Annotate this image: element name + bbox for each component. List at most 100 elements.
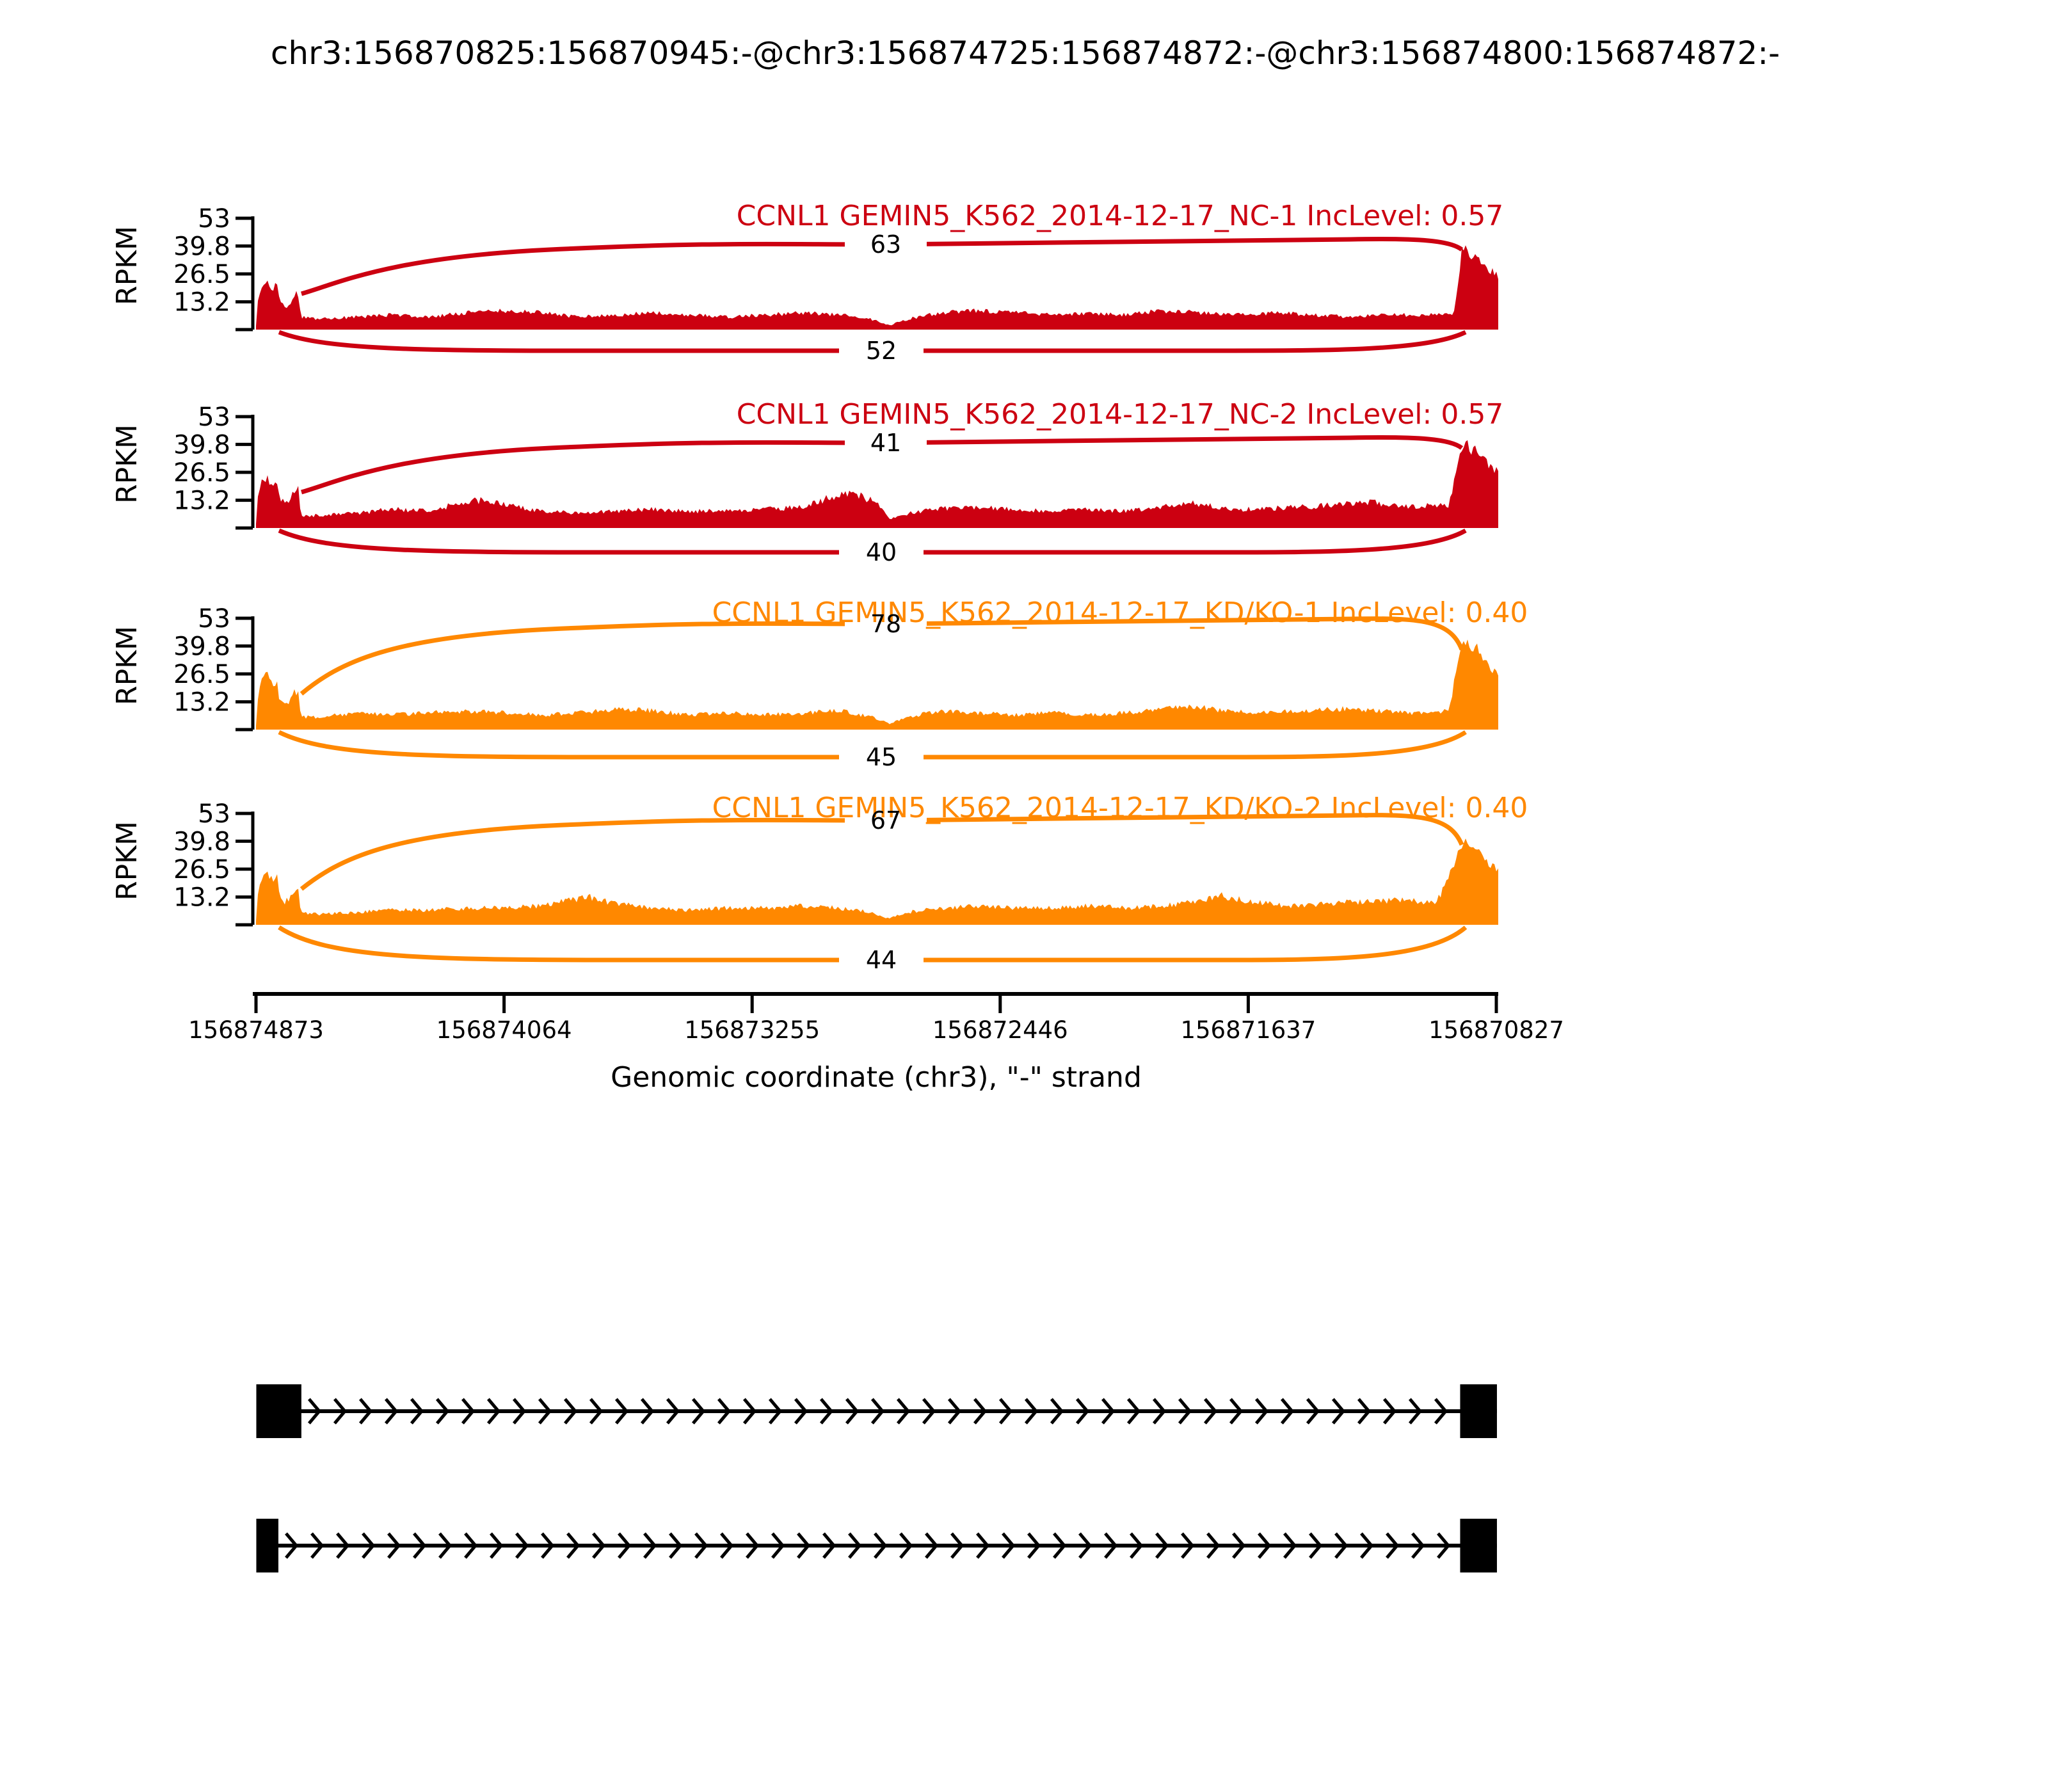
strand-arrow-icon xyxy=(950,1532,964,1559)
junction-count-bottom-kdko-2: 44 xyxy=(866,946,897,974)
strand-arrow-icon xyxy=(720,1532,734,1559)
y-axis-title: RPKM xyxy=(111,821,143,900)
strand-arrow-icon xyxy=(438,1532,452,1559)
strand-arrow-icon xyxy=(998,1398,1013,1425)
strand-arrow-icon xyxy=(1203,1398,1218,1425)
strand-arrow-icon xyxy=(1155,1532,1169,1559)
skipping-junction-arc xyxy=(278,730,1467,760)
y-tick-label: 13.2 xyxy=(173,288,230,317)
strand-arrow-icon xyxy=(1078,1532,1092,1559)
y-tick-label: 26.5 xyxy=(173,260,230,289)
strand-arrow-icon xyxy=(566,1532,580,1559)
coverage-area-nc-1 xyxy=(256,245,1498,330)
strand-arrow-icon xyxy=(538,1398,552,1425)
y-tick-label: 39.8 xyxy=(173,430,230,460)
strand-arrow-icon xyxy=(694,1532,708,1559)
strand-arrow-icon xyxy=(643,1532,657,1559)
strand-arrow-icon xyxy=(1024,1398,1039,1425)
junction-count-bottom-kdko-1: 45 xyxy=(866,743,897,771)
strand-arrow-icon xyxy=(1181,1532,1195,1559)
strand-arrow-icon xyxy=(1306,1398,1320,1425)
strand-arrow-icon xyxy=(973,1398,988,1425)
strand-arrow-icon xyxy=(563,1398,578,1425)
figure-title: chr3:156870825:156870945:-@chr3:15687472… xyxy=(271,35,1780,72)
plot-graphics: 13.226.539.853RPKM13.226.539.853RPKM13.2… xyxy=(111,204,1564,1572)
strand-arrow-icon xyxy=(1152,1398,1167,1425)
strand-arrow-icon xyxy=(1382,1398,1397,1425)
exon-box-1-1 xyxy=(256,1384,301,1438)
y-tick-label: 53 xyxy=(198,204,230,234)
y-axis-title: RPKM xyxy=(111,626,143,705)
strand-arrow-icon xyxy=(1309,1532,1323,1559)
y-tick-label: 53 xyxy=(198,403,230,432)
strand-arrow-icon xyxy=(592,1532,606,1559)
junction-count-top-nc-1: 63 xyxy=(870,230,901,259)
y-axis-title: RPKM xyxy=(111,424,143,504)
strand-arrow-icon xyxy=(1357,1398,1372,1425)
strand-arrow-icon xyxy=(387,1532,401,1559)
strand-arrow-icon xyxy=(1283,1532,1297,1559)
x-tick-label: 156873255 xyxy=(684,1016,820,1044)
junction-label-gap xyxy=(839,333,924,368)
inclusion-junction-arc xyxy=(301,237,1464,296)
strand-arrow-icon xyxy=(1101,1398,1116,1425)
inclusion-junction-arc xyxy=(301,435,1464,495)
junction-count-bottom-nc-1: 52 xyxy=(866,337,897,365)
y-axis-title: RPKM xyxy=(111,226,143,305)
strand-arrow-icon xyxy=(1050,1398,1064,1425)
junction-count-top-nc-2: 41 xyxy=(870,429,901,457)
strand-arrow-icon xyxy=(336,1532,350,1559)
strand-arrow-icon xyxy=(1280,1398,1295,1425)
strand-arrow-icon xyxy=(1002,1532,1016,1559)
strand-arrow-icon xyxy=(1408,1398,1423,1425)
strand-arrow-icon xyxy=(746,1532,760,1559)
strand-arrow-icon xyxy=(1411,1532,1425,1559)
coverage-area-kd-ko-1 xyxy=(256,639,1498,730)
strand-arrow-icon xyxy=(1386,1532,1400,1559)
strand-arrow-icon xyxy=(310,1532,324,1559)
junction-label-gap xyxy=(839,740,924,774)
strand-arrow-icon xyxy=(874,1532,888,1559)
strand-arrow-icon xyxy=(435,1398,450,1425)
y-tick-label: 39.8 xyxy=(173,232,230,261)
strand-arrow-icon xyxy=(640,1398,655,1425)
y-tick-label: 53 xyxy=(198,799,230,829)
strand-arrow-icon xyxy=(512,1398,527,1425)
y-tick-label: 39.8 xyxy=(173,632,230,661)
strand-arrow-icon xyxy=(797,1532,811,1559)
x-tick-label: 156874064 xyxy=(436,1016,572,1044)
strand-arrow-icon xyxy=(1206,1532,1220,1559)
strand-arrow-icon xyxy=(1229,1398,1244,1425)
strand-arrow-icon xyxy=(794,1398,808,1425)
strand-arrow-icon xyxy=(1437,1532,1451,1559)
coverage-area-kd-ko-2 xyxy=(256,838,1498,925)
junction-label-gap xyxy=(845,803,927,838)
strand-arrow-icon xyxy=(541,1532,555,1559)
strand-arrow-icon xyxy=(486,1398,501,1425)
strand-arrow-icon xyxy=(1104,1532,1118,1559)
strand-arrow-icon xyxy=(1331,1398,1346,1425)
strand-arrow-icon xyxy=(845,1398,860,1425)
y-tick-label: 13.2 xyxy=(173,883,230,913)
strand-arrow-icon xyxy=(669,1532,683,1559)
strand-arrow-icon xyxy=(819,1398,834,1425)
strand-arrow-icon xyxy=(285,1532,299,1559)
exon-box-2-1 xyxy=(256,1519,278,1572)
strand-arrow-icon xyxy=(1027,1532,1041,1559)
strand-arrow-icon xyxy=(691,1398,706,1425)
strand-arrow-icon xyxy=(1075,1398,1090,1425)
strand-arrow-icon xyxy=(1254,1398,1269,1425)
junction-label-gap xyxy=(839,535,924,570)
strand-arrow-icon xyxy=(490,1532,504,1559)
junction-count-top-kdko-2: 67 xyxy=(870,806,901,835)
strand-arrow-icon xyxy=(899,1532,913,1559)
y-tick-label: 26.5 xyxy=(173,855,230,884)
y-tick-label: 13.2 xyxy=(173,688,230,717)
strand-arrow-icon xyxy=(410,1398,424,1425)
track-title-nc-2: CCNL1 GEMIN5_K562_2014-12-17_NC-2 IncLev… xyxy=(737,398,1504,431)
exon-box-1-2 xyxy=(1460,1384,1497,1438)
x-tick-label: 156870827 xyxy=(1428,1016,1564,1044)
strand-arrow-icon xyxy=(870,1398,885,1425)
y-tick-label: 13.2 xyxy=(173,486,230,516)
